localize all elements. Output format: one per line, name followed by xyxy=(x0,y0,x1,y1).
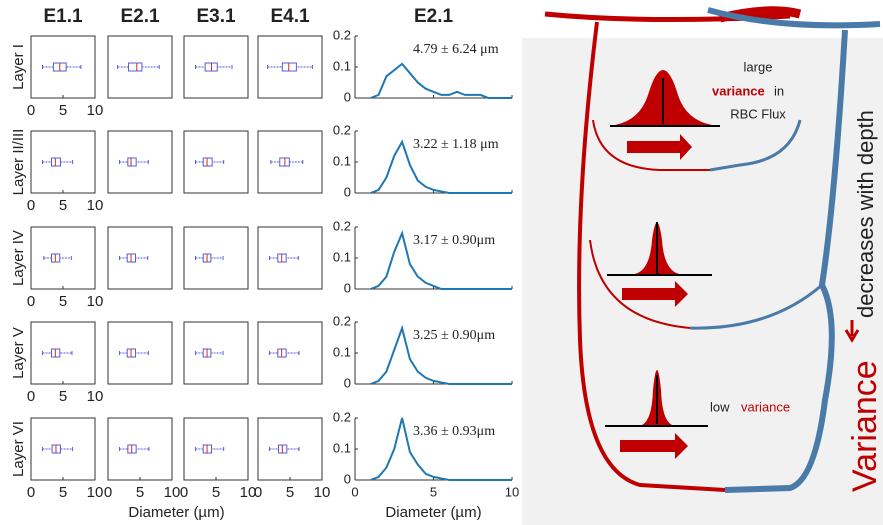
box xyxy=(203,158,212,166)
y-tick-label: 0 xyxy=(344,280,351,295)
x-tick-label: 5 xyxy=(286,484,294,501)
annotation: 3.25 ± 0.90μm xyxy=(413,328,495,343)
axes-frame xyxy=(258,322,322,384)
axes-frame xyxy=(184,418,248,480)
row-label: Layer IV xyxy=(10,230,27,286)
y-tick-label: 0 xyxy=(344,375,351,390)
note: in xyxy=(774,83,784,98)
diagram-background xyxy=(522,38,883,525)
x-tick-label: 0 xyxy=(27,388,35,405)
x-tick-label: 0 xyxy=(180,484,188,501)
x-tick-label: 5 xyxy=(59,102,67,119)
y-tick-label: 0.1 xyxy=(333,440,351,455)
y-tick-label: 0.1 xyxy=(333,58,351,73)
axes-frame xyxy=(31,322,95,384)
x-tick-label: 5 xyxy=(59,484,67,501)
x-tick-label: 0 xyxy=(27,197,35,214)
annotation: 3.17 ± 0.90μm xyxy=(413,233,495,248)
x-axis-label: Diameter (µm) xyxy=(128,504,224,521)
x-tick-label: 10 xyxy=(87,102,104,119)
x-tick-label: 0 xyxy=(104,484,112,501)
x-tick-label: 10 xyxy=(87,293,104,310)
note: low xyxy=(710,399,730,414)
x-tick-label: 10 xyxy=(314,484,331,501)
y-tick-label: 0.1 xyxy=(333,249,351,264)
x-tick-label: 0 xyxy=(351,484,358,499)
x-tick-label: 0 xyxy=(27,293,35,310)
x-tick-label: 5 xyxy=(59,388,67,405)
axes-frame xyxy=(258,227,322,289)
row-label: Layer II/III xyxy=(10,129,27,196)
axes-frame xyxy=(258,418,322,480)
note: large xyxy=(744,59,773,74)
axes-frame xyxy=(31,418,95,480)
x-tick-label: 5 xyxy=(212,484,220,501)
column-header: E4.1 xyxy=(270,6,310,27)
x-tick-label: 5 xyxy=(59,197,67,214)
y-tick-label: 0.2 xyxy=(333,218,351,233)
x-tick-label: 10 xyxy=(87,484,104,501)
annotation: 3.22 ± 1.18 μm xyxy=(413,137,499,152)
y-tick-label: 0 xyxy=(344,89,351,104)
row-label: Layer V xyxy=(10,327,27,379)
y-tick-label: 0.2 xyxy=(333,313,351,328)
axes-frame xyxy=(108,227,172,289)
x-tick-label: 0 xyxy=(27,484,35,501)
x-tick-label: 10 xyxy=(87,388,104,405)
y-tick-label: 0.1 xyxy=(333,153,351,168)
axes-frame xyxy=(31,131,95,193)
box xyxy=(128,158,136,166)
axis-note: decreases with depth xyxy=(853,110,878,318)
x-tick-label: 5 xyxy=(136,484,144,501)
y-tick-label: 0.2 xyxy=(333,122,351,137)
histogram-line xyxy=(371,64,512,98)
x-tick-label: 0 xyxy=(27,102,35,119)
x-axis-label: Diameter (µm) xyxy=(385,504,481,521)
box xyxy=(128,63,141,71)
column-header: E1.1 xyxy=(43,6,83,27)
page: large variance in RBC Flux low variance … xyxy=(0,0,883,525)
axes-frame xyxy=(108,322,172,384)
y-tick-label: 0.1 xyxy=(333,344,351,359)
y-tick-label: 0.2 xyxy=(333,409,351,424)
axes-frame xyxy=(108,418,172,480)
figure: large variance in RBC Flux low variance … xyxy=(0,0,883,525)
x-tick-label: 0 xyxy=(254,484,262,501)
column-header: E2.1 xyxy=(120,6,160,27)
note: variance xyxy=(741,399,790,414)
y-tick-label: 0.2 xyxy=(333,27,351,42)
axes-frame xyxy=(184,322,248,384)
column-header: E3.1 xyxy=(196,6,236,27)
chart-title: E2.1 xyxy=(414,6,454,27)
axes-frame xyxy=(108,131,172,193)
box xyxy=(282,63,296,71)
axis-note: Variance xyxy=(846,360,883,492)
x-tick-label: 10 xyxy=(505,484,519,499)
row-label: Layer VI xyxy=(10,421,27,477)
note: variance xyxy=(712,83,765,98)
x-tick-label: 5 xyxy=(430,484,437,499)
box xyxy=(51,158,60,166)
axes-frame xyxy=(184,131,248,193)
row-label: Layer I xyxy=(10,44,27,90)
y-tick-label: 0 xyxy=(344,471,351,486)
x-tick-label: 10 xyxy=(164,484,181,501)
annotation: 4.79 ± 6.24 μm xyxy=(413,42,499,57)
x-tick-label: 5 xyxy=(59,293,67,310)
note: RBC Flux xyxy=(730,106,786,121)
annotation: 3.36 ± 0.93μm xyxy=(413,424,495,439)
x-tick-label: 10 xyxy=(87,197,104,214)
y-tick-label: 0 xyxy=(344,184,351,199)
axes-frame xyxy=(184,227,248,289)
